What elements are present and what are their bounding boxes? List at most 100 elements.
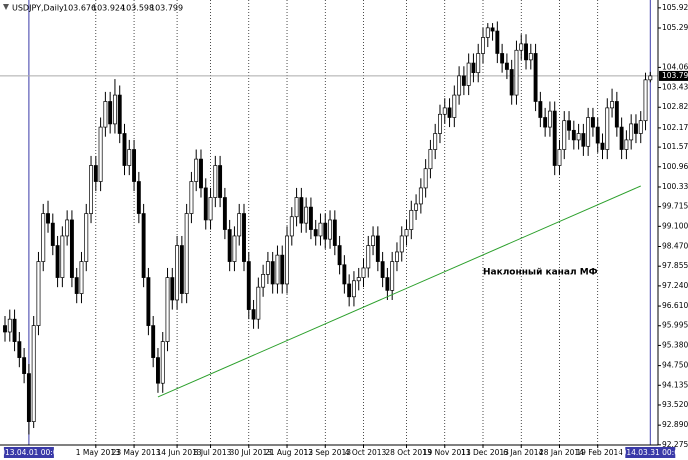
y-tick-label: 97.855 <box>662 261 688 270</box>
candle-body <box>380 261 385 278</box>
candle-body <box>313 229 318 237</box>
x-tick-label: 28 Oct 2013 <box>385 448 432 457</box>
candle-body <box>457 75 462 96</box>
candle-body <box>108 101 113 125</box>
candle-body <box>175 245 180 301</box>
x-tick-label: 12 Sep 2013 <box>303 448 351 457</box>
candle-body <box>595 126 600 144</box>
y-tick-label: 104.065 <box>662 62 688 71</box>
y-tick-label: 94.750 <box>662 361 688 370</box>
candle-body <box>500 53 505 64</box>
candle-body <box>17 341 22 358</box>
header-close: 103.799 <box>150 4 183 13</box>
candle-body <box>533 53 538 102</box>
candle-body <box>461 75 466 86</box>
candle-body <box>308 206 313 230</box>
candle-body <box>385 277 390 291</box>
candle-body <box>261 274 266 288</box>
chart-title: USDJPY,Daily <box>12 4 64 13</box>
x-tick-label: 4 Oct 2013 <box>345 448 387 457</box>
candle-body <box>490 27 495 32</box>
candle-body <box>74 277 79 294</box>
candle-body <box>203 187 208 221</box>
candle-body <box>256 286 261 320</box>
candle-body <box>318 222 323 237</box>
candle-body <box>624 139 629 150</box>
y-tick-label: 95.995 <box>662 321 688 330</box>
candle-body <box>504 62 509 70</box>
candle-body <box>399 235 404 253</box>
candle-body <box>146 277 151 326</box>
candle-body <box>371 235 376 246</box>
candle-body <box>122 133 127 166</box>
candle-body <box>3 325 7 333</box>
y-tick-label: 105.295 <box>662 23 688 32</box>
candle-body <box>165 277 170 342</box>
y-tick-label: 102.820 <box>662 102 688 111</box>
candle-body <box>552 110 557 166</box>
candle-body <box>547 110 552 128</box>
candle-body <box>60 235 65 278</box>
candle-body <box>418 187 423 205</box>
candle-body <box>581 133 586 147</box>
candle-body <box>351 280 356 298</box>
x-tick-label: 19 Feb 2014 <box>576 448 623 457</box>
candle-body <box>471 62 476 74</box>
x-label-highlight <box>625 447 676 458</box>
candle-body <box>50 222 55 246</box>
y-tick-label: 99.715 <box>662 202 688 211</box>
candle-body <box>337 245 342 266</box>
x-tick-label: 28 Jan 2014 <box>539 448 584 457</box>
trend-line <box>157 185 641 398</box>
candle-body <box>375 235 380 262</box>
candle-body <box>323 222 328 240</box>
candle-body <box>524 43 528 61</box>
candle-body <box>41 213 46 262</box>
candle-body <box>638 120 643 134</box>
candle-body <box>285 235 289 285</box>
y-tick-label: 103.435 <box>662 83 688 92</box>
candle-body <box>519 43 524 51</box>
candle-body <box>127 149 132 166</box>
x-tick-label: 19 Nov 2013 <box>423 448 471 457</box>
y-tick-label: 95.380 <box>662 340 688 349</box>
candle-body <box>452 94 457 118</box>
candle-body <box>36 261 41 326</box>
price-label-box <box>659 70 688 81</box>
header-low: 103.598 <box>121 4 154 13</box>
candle-body <box>213 165 218 198</box>
candle-body <box>222 197 227 230</box>
candle-body <box>22 357 27 374</box>
candle-body <box>189 181 194 214</box>
candle-body <box>481 37 485 54</box>
candle-body <box>629 123 634 141</box>
candle-body <box>328 219 332 240</box>
candle-body <box>634 123 638 134</box>
labels-layer: 105.925 105.295 104.065 103.435 102.820 102.1… <box>0 3 688 458</box>
candle-body <box>194 158 199 182</box>
x-label-highlight <box>3 447 54 458</box>
x-tick-label: 6 Jan 2014 <box>503 448 543 457</box>
candle-body <box>600 142 605 150</box>
y-tick-label: 101.575 <box>662 142 688 151</box>
candle-body <box>562 120 567 150</box>
candle-body <box>576 133 581 141</box>
candle-body <box>141 213 146 278</box>
y-tick-label: 97.240 <box>662 281 688 290</box>
y-tick-label: 92.275 <box>662 440 688 449</box>
candle-body <box>476 53 481 74</box>
y-tick-label: 94.135 <box>662 380 688 389</box>
candle-body <box>414 203 419 211</box>
x-tick-label: 8 Jul 2013 <box>194 448 232 457</box>
y-tick-label: 100.330 <box>662 182 688 191</box>
candle-body <box>438 113 442 134</box>
candle-body <box>184 213 189 294</box>
candle-body <box>179 245 184 294</box>
candle-body <box>409 209 414 230</box>
candle-body <box>342 264 347 285</box>
candle-body <box>332 219 337 246</box>
candle-body <box>347 283 352 298</box>
candle-body <box>299 197 304 224</box>
candle-body <box>265 261 270 275</box>
